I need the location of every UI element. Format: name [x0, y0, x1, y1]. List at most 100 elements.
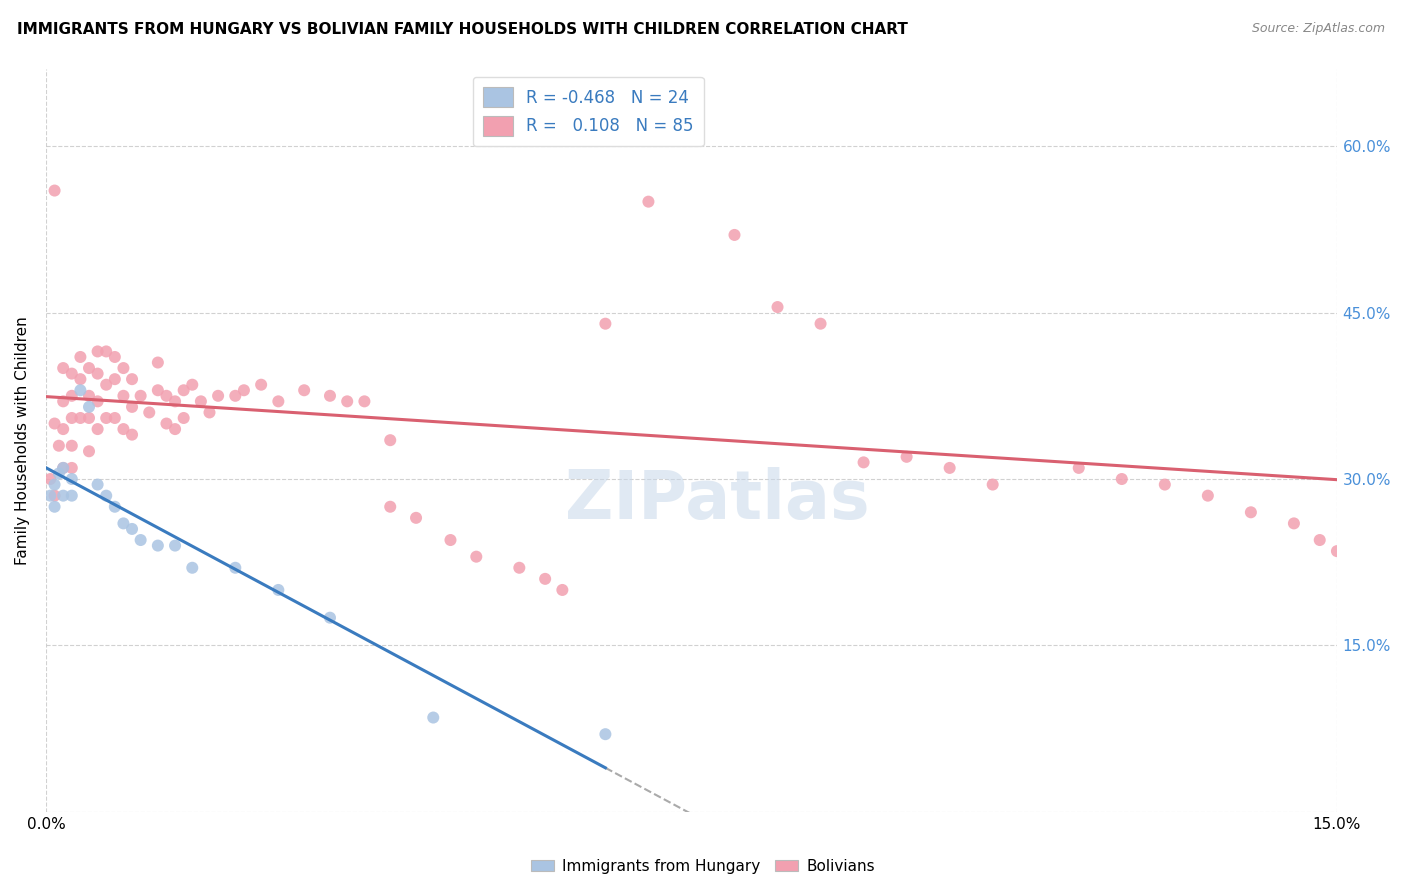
Point: [121, 427, 143, 442]
Point: [138, 405, 160, 419]
Point: [595, 317, 617, 331]
Point: [96, 489, 118, 503]
Point: [60, 367, 83, 381]
Point: [69, 372, 91, 386]
Point: [60, 472, 83, 486]
Point: [810, 317, 832, 331]
Point: [69, 411, 91, 425]
Point: [52, 394, 75, 409]
Point: [896, 450, 918, 464]
Point: [48, 439, 70, 453]
Point: [44, 489, 66, 503]
Point: [52, 361, 75, 376]
Point: [44, 184, 66, 198]
Point: [60, 489, 83, 503]
Point: [336, 394, 359, 409]
Point: [39, 472, 62, 486]
Point: [77, 444, 100, 458]
Point: [52, 489, 75, 503]
Point: [112, 389, 135, 403]
Point: [207, 389, 229, 403]
Point: [1067, 461, 1090, 475]
Point: [146, 355, 169, 369]
Point: [77, 389, 100, 403]
Point: [173, 411, 195, 425]
Point: [224, 389, 246, 403]
Point: [60, 389, 83, 403]
Point: [104, 500, 127, 514]
Point: [190, 394, 212, 409]
Point: [267, 582, 290, 597]
Point: [129, 533, 152, 547]
Point: [250, 377, 273, 392]
Point: [465, 549, 488, 564]
Point: [104, 350, 127, 364]
Point: [69, 350, 91, 364]
Point: [681, 106, 703, 120]
Point: [86, 394, 108, 409]
Point: [155, 389, 177, 403]
Point: [267, 394, 290, 409]
Point: [60, 411, 83, 425]
Point: [39, 489, 62, 503]
Point: [173, 384, 195, 398]
Point: [508, 561, 530, 575]
Point: [86, 422, 108, 436]
Point: [146, 384, 169, 398]
Y-axis label: Family Households with Children: Family Households with Children: [15, 316, 30, 565]
Point: [52, 461, 75, 475]
Point: [52, 422, 75, 436]
Point: [1282, 516, 1305, 531]
Point: [439, 533, 461, 547]
Point: [551, 582, 574, 597]
Text: IMMIGRANTS FROM HUNGARY VS BOLIVIAN FAMILY HOUSEHOLDS WITH CHILDREN CORRELATION : IMMIGRANTS FROM HUNGARY VS BOLIVIAN FAMI…: [17, 22, 908, 37]
Point: [405, 511, 427, 525]
Legend: Immigrants from Hungary, Bolivians: Immigrants from Hungary, Bolivians: [526, 853, 880, 880]
Point: [181, 561, 204, 575]
Point: [637, 194, 659, 209]
Point: [232, 384, 254, 398]
Point: [165, 394, 187, 409]
Point: [224, 561, 246, 575]
Point: [77, 361, 100, 376]
Point: [595, 727, 617, 741]
Point: [319, 610, 342, 624]
Point: [198, 405, 221, 419]
Point: [96, 344, 118, 359]
Point: [181, 377, 204, 392]
Point: [1326, 544, 1348, 558]
Point: [96, 377, 118, 392]
Point: [69, 384, 91, 398]
Point: [353, 394, 375, 409]
Point: [48, 467, 70, 481]
Point: [129, 389, 152, 403]
Point: [86, 477, 108, 491]
Point: [44, 477, 66, 491]
Point: [86, 344, 108, 359]
Point: [852, 455, 875, 469]
Point: [938, 461, 960, 475]
Point: [981, 477, 1004, 491]
Point: [77, 400, 100, 414]
Point: [60, 439, 83, 453]
Point: [112, 516, 135, 531]
Point: [1197, 489, 1219, 503]
Point: [146, 539, 169, 553]
Point: [121, 522, 143, 536]
Point: [112, 361, 135, 376]
Point: [44, 500, 66, 514]
Point: [319, 389, 342, 403]
Point: [96, 411, 118, 425]
Point: [380, 500, 402, 514]
Point: [723, 227, 745, 242]
Point: [292, 384, 315, 398]
Point: [1240, 505, 1263, 519]
Point: [422, 710, 444, 724]
Point: [380, 433, 402, 447]
Point: [121, 400, 143, 414]
Point: [104, 372, 127, 386]
Point: [52, 461, 75, 475]
Point: [77, 411, 100, 425]
Point: [60, 461, 83, 475]
Point: [155, 417, 177, 431]
